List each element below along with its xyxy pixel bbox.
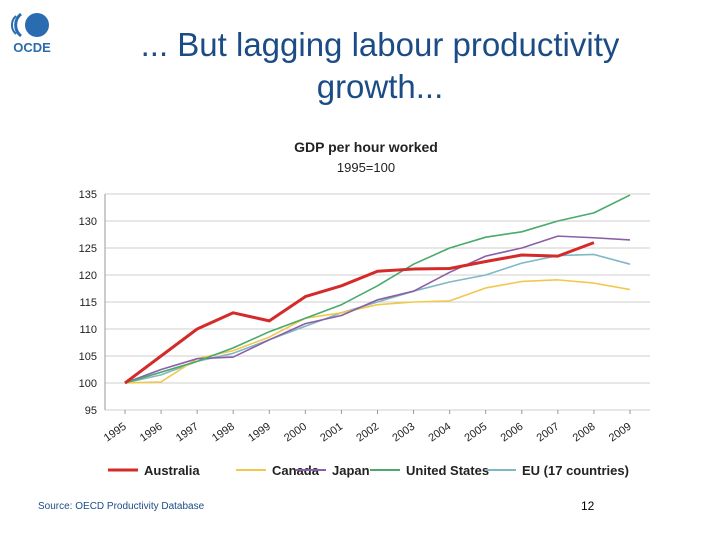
chart-subtitle: 1995=100 <box>337 160 395 175</box>
series-line-japan <box>124 235 631 384</box>
x-tick-label: 1996 <box>138 421 165 445</box>
series-lines <box>124 194 631 385</box>
chart-title: GDP per hour worked <box>294 139 438 155</box>
slide-title-line1: ... But lagging labour productivity <box>140 26 620 63</box>
slide-title-line2: growth... <box>316 68 444 105</box>
x-tick-label: 2003 <box>390 421 417 445</box>
x-tick-label: 2002 <box>354 421 381 445</box>
source-note: Source: OECD Productivity Database <box>38 501 205 512</box>
x-tick-label: 2006 <box>499 421 526 445</box>
x-tick-label: 2005 <box>462 421 489 445</box>
x-tick-label: 2000 <box>282 421 309 445</box>
x-tick-label: 2009 <box>607 421 634 445</box>
y-tick-label: 100 <box>79 378 97 390</box>
x-tick-label: 1997 <box>174 421 201 445</box>
slide-title: ... But lagging labour productivity grow… <box>70 24 690 108</box>
page-number: 12 <box>581 499 595 513</box>
y-tick-label: 95 <box>85 405 97 417</box>
y-tick-label: 120 <box>79 270 97 282</box>
x-tick-label: 2001 <box>318 421 345 445</box>
x-tick-label: 1995 <box>102 421 129 445</box>
x-tick-label: 2007 <box>535 421 562 445</box>
x-axis-ticks: 1995 1996 1997 1998 1999 2000 2001 2002 2003 2004… <box>102 410 634 445</box>
legend-label: United States <box>406 463 489 478</box>
series-line-united-states <box>124 194 631 384</box>
logo-rings-icon <box>10 12 49 38</box>
series-line-canada <box>124 279 631 384</box>
legend-label: Australia <box>144 463 200 478</box>
y-tick-label: 110 <box>79 324 97 336</box>
x-tick-label: 2008 <box>571 421 598 445</box>
y-tick-label: 135 <box>79 189 97 201</box>
oecd-logo: OCDE <box>10 12 51 55</box>
legend-label: EU (17 countries) <box>522 463 629 478</box>
y-axis-ticks: 95 100 105 110 115 120 125 130 135 <box>79 189 97 417</box>
y-tick-label: 130 <box>79 216 97 228</box>
logo-text: OCDE <box>13 40 51 55</box>
x-tick-label: 2004 <box>426 421 453 445</box>
x-tick-label: 1998 <box>210 421 237 445</box>
y-tick-label: 125 <box>79 243 97 255</box>
legend-label: Japan <box>332 463 370 478</box>
y-tick-label: 105 <box>79 351 97 363</box>
series-line-australia <box>124 241 595 385</box>
legend: Australia Canada Japan United States EU (17 … <box>108 463 629 478</box>
x-tick-label: 1999 <box>246 421 273 445</box>
series-line-eu-17-countries <box>124 253 631 384</box>
y-tick-label: 115 <box>79 297 97 309</box>
grid <box>104 193 650 411</box>
legend-label: Canada <box>272 463 320 478</box>
